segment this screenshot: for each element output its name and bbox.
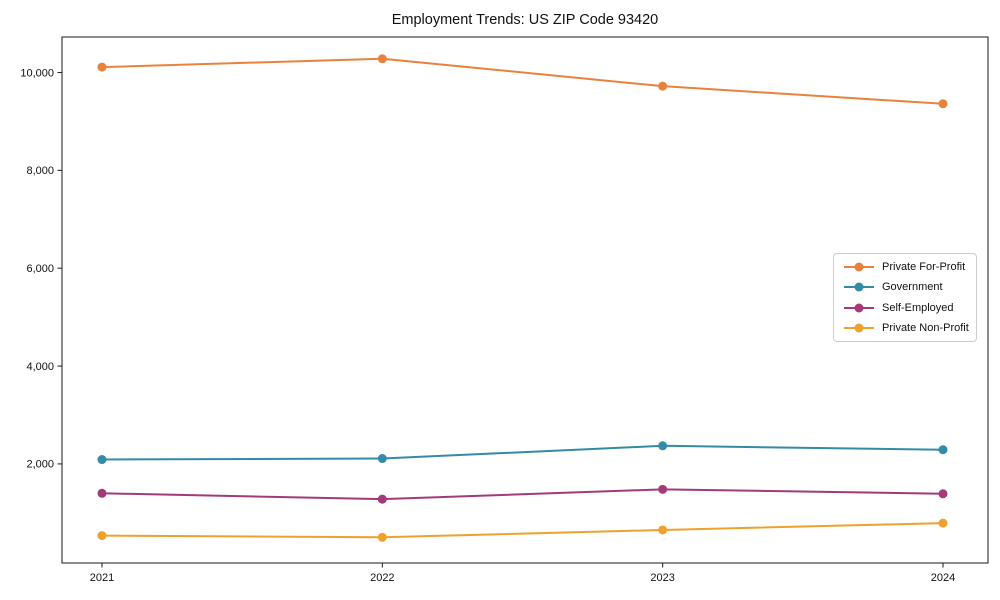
y-tick-label: 4,000 (26, 361, 54, 373)
data-point-government (658, 441, 668, 451)
legend-line-marker-icon (844, 323, 874, 333)
x-tick-label: 2022 (370, 572, 394, 584)
data-point-self-employed (97, 488, 107, 498)
axes-frame (61, 36, 989, 564)
legend-item: Self-Employed (843, 299, 972, 317)
data-point-government (377, 454, 387, 464)
legend-label: Government (882, 281, 943, 294)
data-point-private-non-profit (377, 532, 387, 542)
chart-title: Employment Trends: US ZIP Code 93420 (391, 12, 659, 28)
data-point-self-employed (377, 494, 387, 504)
legend-item: Government (843, 278, 972, 296)
y-tick-label: 8,000 (26, 165, 54, 177)
y-tick-label: 10,000 (20, 67, 54, 79)
data-point-private-for-profit (938, 99, 948, 109)
x-tick-label: 2023 (650, 572, 674, 584)
legend: Private For-Profit Government Self-Emplo… (833, 253, 977, 342)
x-tick-label: 2024 (931, 572, 955, 584)
line-private-non-profit (101, 522, 944, 539)
x-tick-label: 2021 (90, 572, 114, 584)
data-point-private-non-profit (938, 518, 948, 528)
data-point-government (97, 455, 107, 465)
legend-line-marker-icon (844, 262, 874, 272)
legend-item: Private For-Profit (843, 258, 972, 276)
line-government (101, 444, 944, 461)
legend-label: Private Non-Profit (882, 321, 969, 334)
data-point-private-non-profit (97, 531, 107, 541)
data-point-self-employed (658, 484, 668, 494)
data-point-private-for-profit (658, 81, 668, 91)
data-point-self-employed (938, 489, 948, 499)
legend-label: Self-Employed (882, 301, 954, 314)
data-point-private-non-profit (658, 525, 668, 535)
line-self-employed (101, 488, 944, 501)
y-tick-label: 2,000 (26, 459, 54, 471)
legend-line-marker-icon (844, 282, 874, 292)
line-private-for-profit (101, 57, 944, 105)
data-point-government (938, 445, 948, 455)
legend-line-marker-icon (844, 303, 874, 313)
legend-item: Private Non-Profit (843, 319, 972, 337)
data-point-private-for-profit (97, 62, 107, 72)
data-point-private-for-profit (377, 54, 387, 64)
legend-label: Private For-Profit (882, 261, 966, 274)
y-tick-label: 6,000 (26, 263, 54, 275)
